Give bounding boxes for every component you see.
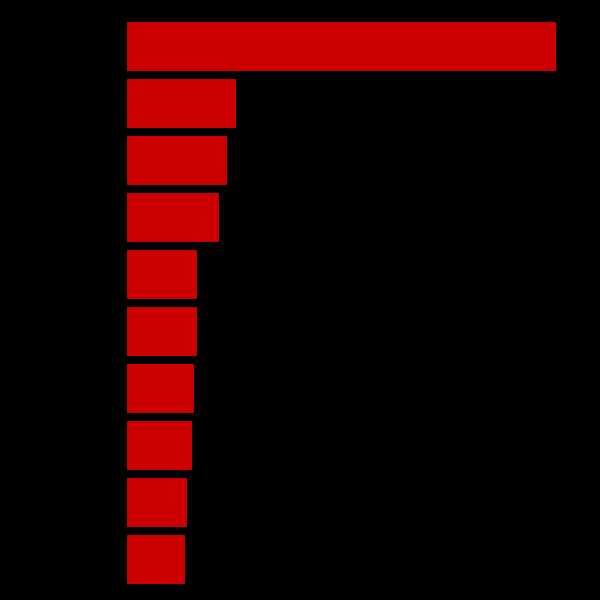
Bar [126,193,220,242]
Bar [126,478,188,527]
Bar [126,79,237,128]
Bar [126,307,198,356]
Bar [126,364,195,413]
Bar [126,250,199,299]
Bar [126,136,228,185]
Bar [126,421,193,470]
Bar [126,22,557,71]
Bar [126,535,186,584]
